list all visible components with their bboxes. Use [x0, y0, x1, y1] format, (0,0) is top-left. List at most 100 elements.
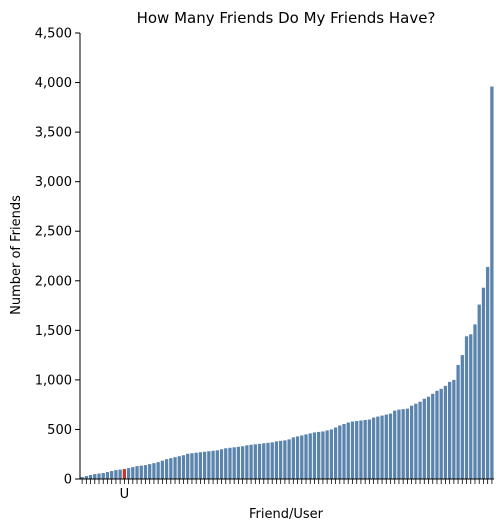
bar [447, 381, 452, 479]
y-tick-label: 4,500 [35, 27, 72, 42]
bar [321, 431, 325, 479]
bar [152, 463, 156, 479]
bar [388, 413, 393, 479]
bar [224, 448, 228, 479]
bar [397, 409, 401, 479]
bar [131, 467, 135, 479]
y-axis: 0 500 1,000 1,500 2,000 2,500 3,000 3,500 4,000 4… [35, 27, 81, 488]
y-tick-label: 1,000 [35, 373, 72, 388]
bar [88, 475, 93, 479]
bar [270, 442, 274, 479]
bar [414, 403, 418, 479]
bar [469, 334, 473, 479]
bar [283, 440, 287, 479]
bar [431, 393, 435, 479]
bar [126, 468, 131, 479]
bar [346, 422, 350, 479]
bar [355, 421, 359, 479]
bar [228, 447, 232, 479]
bar [456, 365, 460, 479]
bar [443, 385, 448, 479]
y-tick-label: 0 [64, 473, 72, 488]
bar [439, 388, 443, 479]
bar [148, 464, 152, 479]
bar [473, 324, 477, 479]
y-tick-label: 500 [47, 423, 72, 438]
highlight-bar [122, 469, 127, 479]
bar [253, 444, 257, 479]
bar [135, 466, 139, 479]
bar [452, 379, 456, 479]
bar [312, 432, 317, 479]
y-tick-label: 3,000 [35, 175, 72, 190]
bar [435, 390, 439, 479]
bar [401, 409, 405, 479]
bar [291, 437, 295, 479]
bar [257, 443, 262, 479]
bar [245, 445, 249, 479]
bar [143, 465, 148, 479]
bar [198, 452, 203, 479]
bar [384, 414, 388, 479]
bar [139, 465, 143, 479]
y-tick-label: 4,000 [35, 76, 72, 91]
bar [287, 439, 291, 479]
bar [409, 405, 414, 479]
bar [202, 451, 207, 479]
bar [249, 444, 253, 479]
bar [325, 430, 329, 479]
bar [173, 457, 177, 479]
bar [186, 453, 190, 479]
bar [405, 408, 410, 479]
bar [464, 336, 469, 479]
bar [240, 446, 245, 479]
y-tick-label: 1,500 [35, 324, 72, 339]
bar [371, 417, 376, 479]
bar [367, 419, 372, 479]
x-axis: U [80, 478, 494, 502]
bar [105, 472, 110, 479]
bar [342, 423, 346, 479]
bar [481, 287, 486, 479]
bar [266, 442, 270, 479]
bar [160, 460, 165, 479]
bar [376, 416, 380, 479]
bar [279, 440, 283, 479]
bar [262, 443, 266, 479]
bar [486, 266, 490, 479]
bar [164, 459, 169, 479]
bar [181, 455, 186, 479]
bar [84, 476, 88, 479]
bar [304, 434, 308, 479]
y-tick-label: 2,000 [35, 274, 72, 289]
y-tick-label: 3,500 [35, 126, 72, 141]
bar [393, 410, 397, 479]
bar [317, 431, 321, 479]
bar [338, 425, 342, 479]
bar [194, 452, 198, 479]
bar [274, 441, 279, 479]
bar [477, 304, 481, 479]
bar [308, 433, 312, 479]
bar [426, 396, 431, 479]
chart-title: How Many Friends Do My Friends Have? [137, 9, 436, 27]
bar [190, 453, 194, 479]
bar [236, 446, 241, 479]
bar [295, 436, 300, 479]
bar [169, 458, 173, 479]
bar [422, 398, 426, 479]
x-tick-label-user: U [120, 487, 130, 502]
bar [118, 469, 122, 479]
bar [359, 420, 363, 479]
y-tick-label: 2,500 [35, 225, 72, 240]
bar [207, 451, 211, 479]
x-axis-label: Friend/User [249, 507, 324, 522]
bar [363, 420, 367, 479]
y-axis-label: Number of Friends [9, 195, 24, 315]
bar [211, 450, 215, 479]
bar [232, 447, 236, 479]
bar [215, 450, 219, 479]
bar [97, 473, 101, 479]
bar [93, 474, 97, 479]
